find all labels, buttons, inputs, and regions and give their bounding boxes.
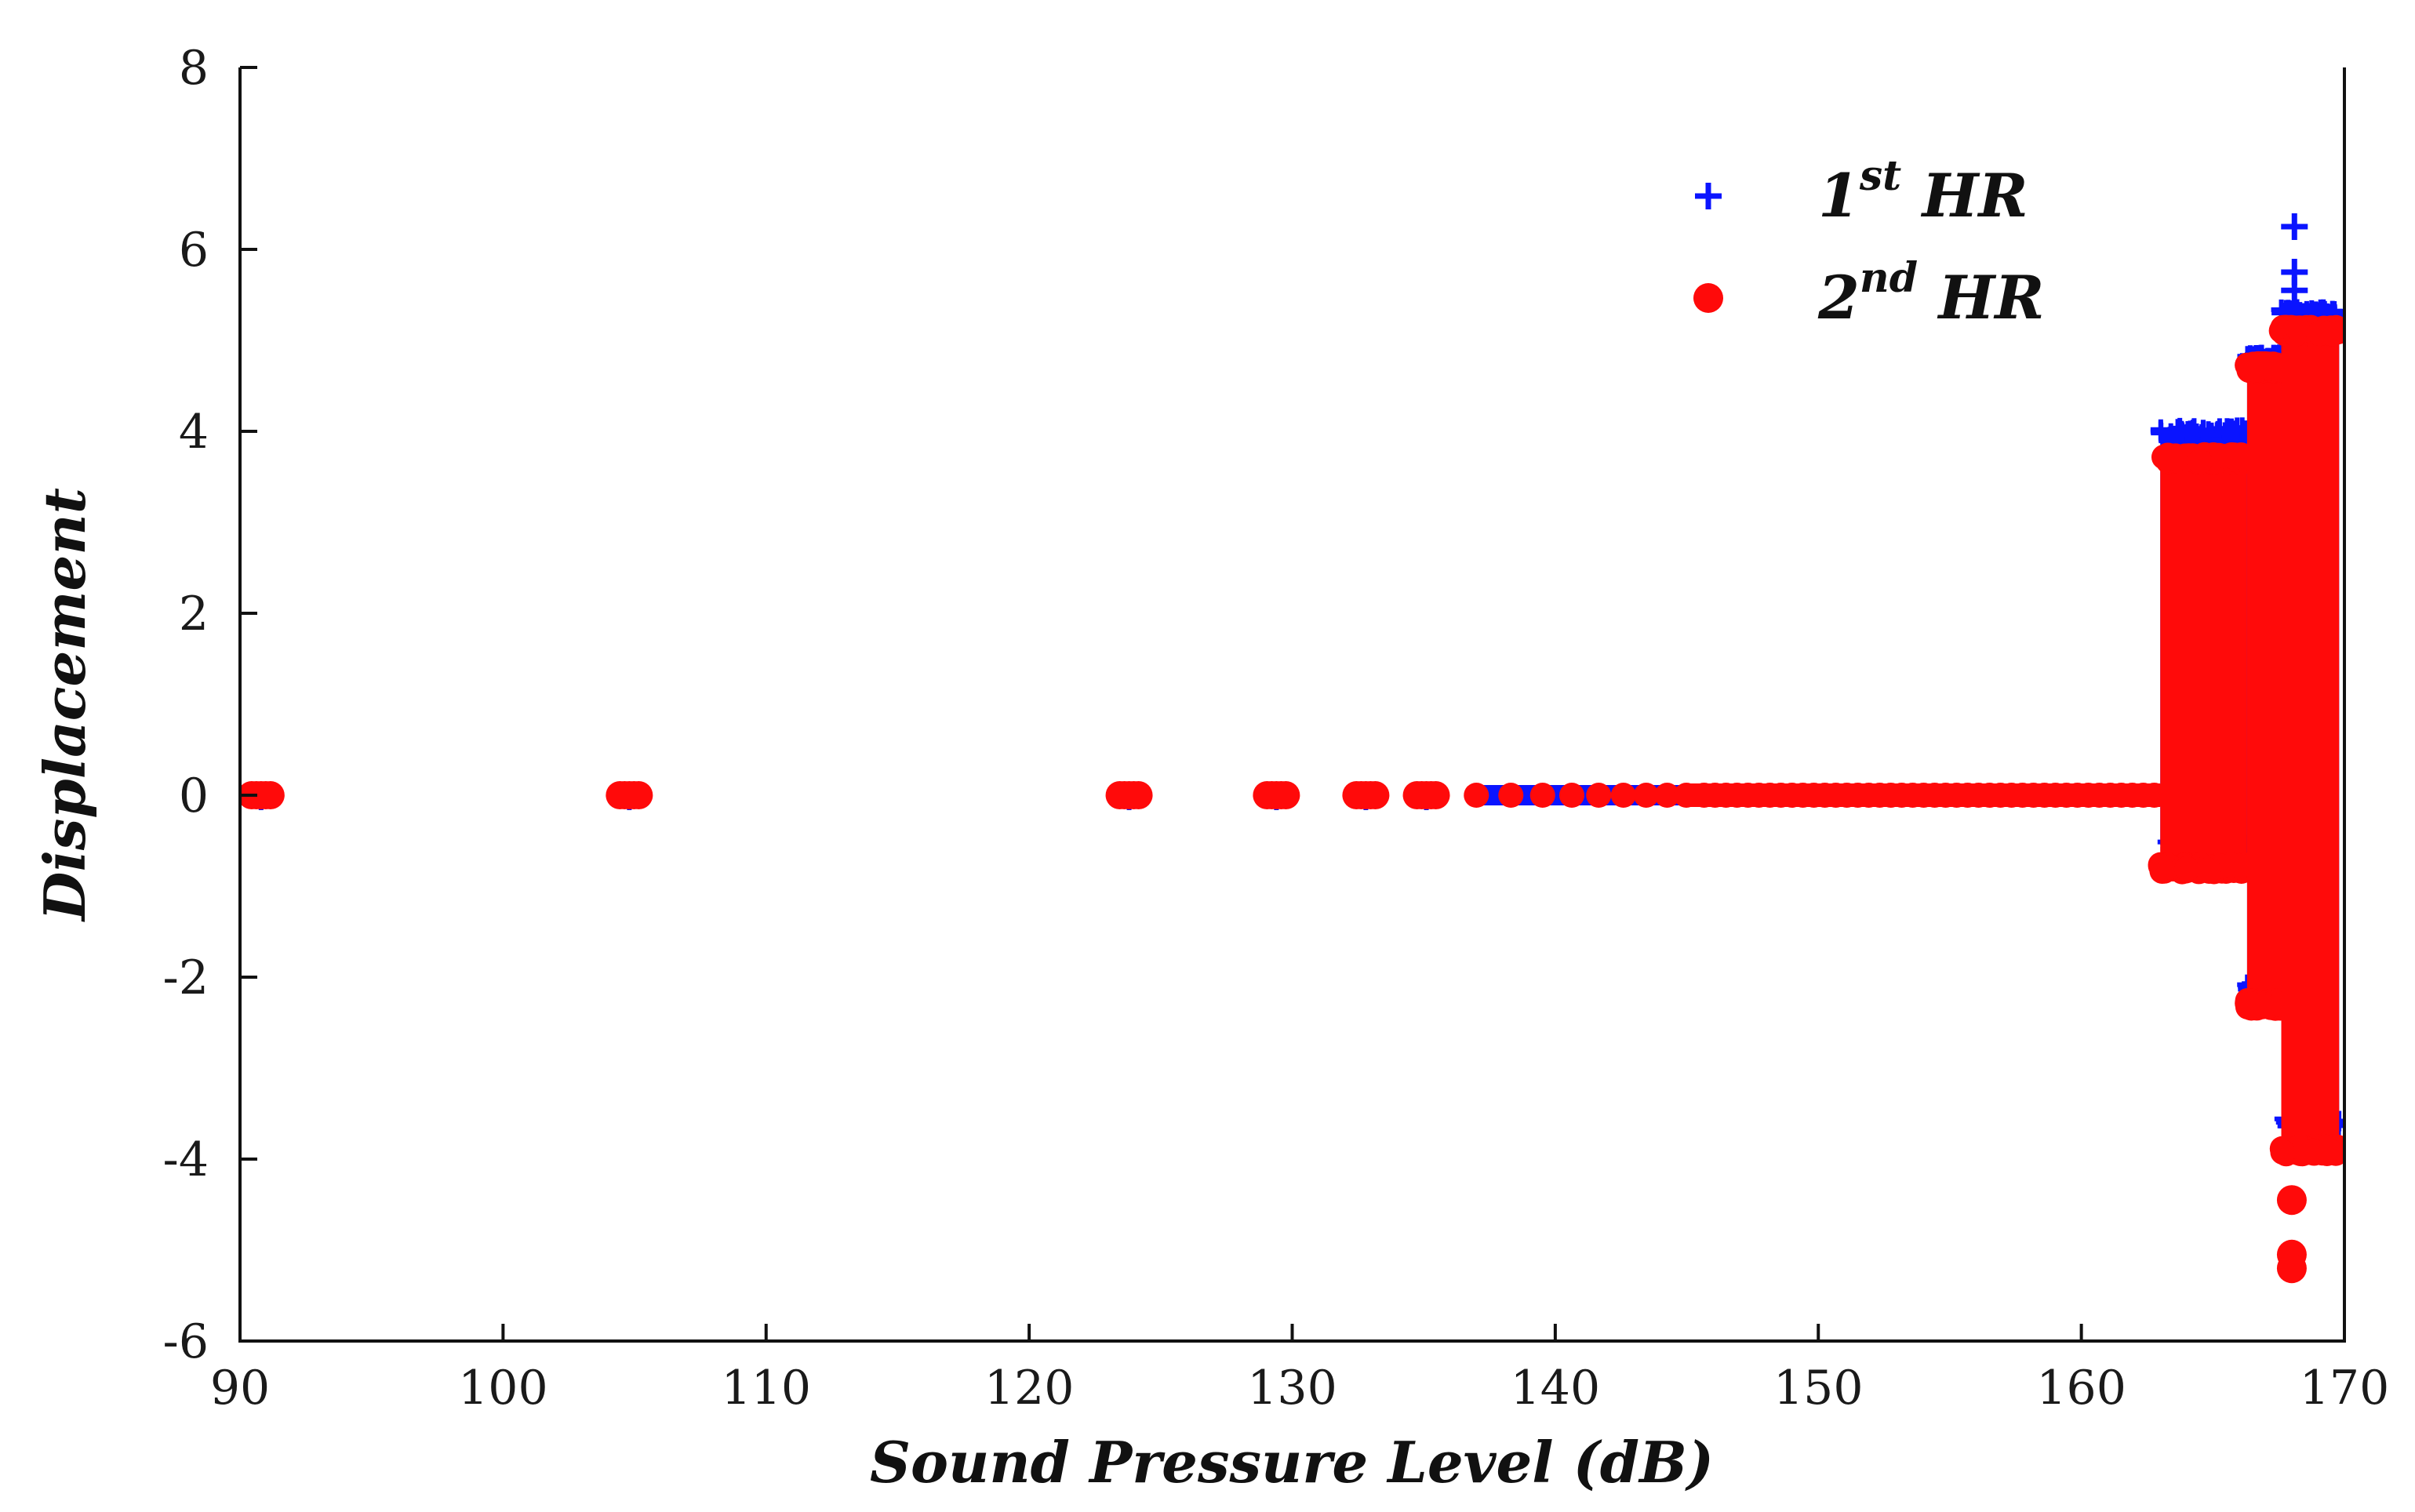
- x-tick-label: 170: [2300, 1361, 2390, 1416]
- dot-marker: [1421, 781, 1450, 809]
- dot-marker: [2220, 443, 2246, 469]
- x-tick-label: 140: [1511, 1361, 1601, 1416]
- dot-marker: [1654, 783, 1680, 808]
- dense-band: [2246, 367, 2282, 1005]
- legend-label-rest: HR: [1918, 263, 2044, 333]
- plus-marker: [2281, 277, 2308, 304]
- data-layer: [240, 213, 2344, 1284]
- legend-label-main: 1: [1818, 161, 1860, 231]
- dot-marker: [1361, 781, 1390, 809]
- dot-marker: [2195, 857, 2221, 883]
- legend-label-rest: HR: [1901, 161, 2028, 231]
- dot-marker: [624, 781, 653, 809]
- axes-layer: 90 100 110 120 130 140 150 160 170 8 6 4 2 0 -2 -4 -6: [163, 41, 2390, 1416]
- legend-label: 2nd HR: [1817, 254, 2045, 333]
- dot-marker: [1558, 783, 1584, 808]
- dot-marker: [2276, 1253, 2307, 1284]
- dot-marker: [256, 781, 285, 809]
- y-tick-label: 8: [179, 41, 209, 96]
- y-tick-label: 0: [179, 769, 209, 823]
- y-axis-title: Displacement: [31, 488, 98, 922]
- x-tick-label: 160: [2036, 1361, 2126, 1416]
- y-tick-label: 6: [179, 223, 209, 278]
- dot-marker: [2148, 853, 2173, 879]
- flat-band: [1686, 783, 2161, 807]
- x-tick-label: 150: [1773, 1361, 1864, 1416]
- dot-marker: [2270, 1139, 2296, 1165]
- dot-marker: [2239, 991, 2264, 1017]
- plus-marker: [2214, 422, 2235, 443]
- dot-marker: [1271, 781, 1300, 809]
- y-tick-label: 4: [179, 405, 209, 460]
- x-tick-label: 110: [721, 1361, 811, 1416]
- dot-marker: [2242, 357, 2268, 383]
- legend-label: 1st HR: [1818, 152, 2028, 231]
- x-tick-label: 130: [1247, 1361, 1337, 1416]
- x-tick-label: 90: [210, 1361, 270, 1416]
- plus-marker: [2192, 420, 2213, 441]
- legend-label-main: 2: [1817, 263, 1860, 333]
- y-tick-label: -6: [163, 1314, 209, 1369]
- dot-marker-legend: [1693, 283, 1723, 313]
- dot-marker: [1610, 783, 1636, 808]
- y-tick-label: -4: [163, 1132, 209, 1187]
- dot-marker: [1586, 783, 1612, 808]
- dot-marker: [1633, 783, 1659, 808]
- dot-marker: [1124, 781, 1153, 809]
- dot-marker: [2276, 1185, 2307, 1216]
- x-axis-title: Sound Pressure Level (dB): [870, 1429, 1714, 1496]
- dot-marker: [2307, 321, 2333, 347]
- dense-band: [2281, 331, 2340, 1150]
- dot-marker: [1529, 783, 1555, 808]
- plus-marker: [2281, 213, 2308, 240]
- y-tick-label: 2: [179, 587, 209, 642]
- plus-marker: [2171, 420, 2192, 442]
- dot-marker: [2174, 856, 2200, 882]
- legend-label-sup: st: [1859, 152, 1901, 200]
- dot-marker: [1498, 783, 1524, 808]
- legend-item-1: 1st HR: [1695, 152, 2028, 231]
- dot-marker: [2187, 449, 2213, 474]
- dot-marker: [2285, 315, 2311, 341]
- legend-item-2: 2nd HR: [1693, 254, 2045, 333]
- dot-marker: [1464, 783, 1489, 808]
- series-2: [240, 314, 2344, 1284]
- plot-background: [240, 67, 2344, 1341]
- legend-label-sup: nd: [1860, 254, 1918, 302]
- plus-marker-legend: [1695, 183, 1722, 209]
- dot-marker: [2300, 1138, 2326, 1164]
- x-tick-label: 120: [984, 1361, 1075, 1416]
- y-tick-label: -2: [163, 950, 209, 1005]
- dot-marker: [2163, 445, 2189, 471]
- x-tick-label: 100: [458, 1361, 548, 1416]
- dot-marker: [2228, 853, 2253, 879]
- dense-band: [2160, 458, 2247, 868]
